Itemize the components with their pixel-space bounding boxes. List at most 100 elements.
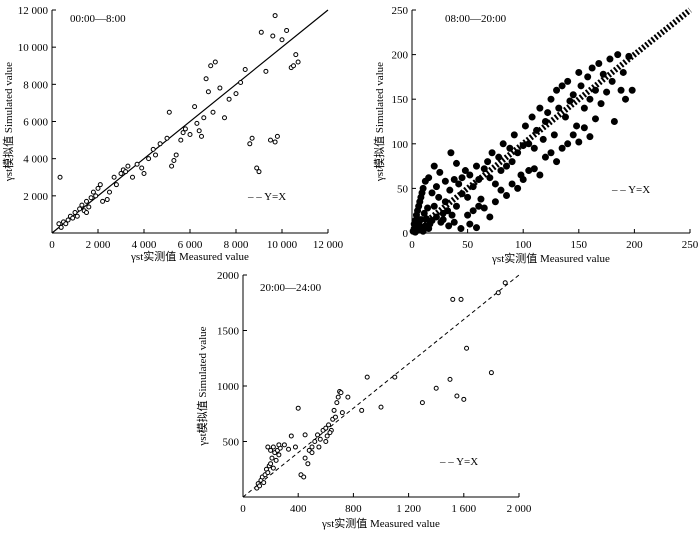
data-point <box>536 171 544 179</box>
data-point <box>575 138 583 146</box>
data-point <box>480 204 488 212</box>
data-point <box>499 140 507 148</box>
data-point <box>619 68 627 76</box>
data-point <box>530 144 538 152</box>
data-point <box>433 385 439 391</box>
data-point <box>118 171 124 177</box>
data-point <box>378 404 384 410</box>
data-point <box>488 149 496 157</box>
data-point <box>536 104 544 112</box>
data-point <box>268 461 274 467</box>
data-point <box>192 104 198 110</box>
data-point <box>561 113 569 121</box>
data-point <box>65 217 71 223</box>
x-tick-label: 800 <box>345 503 362 515</box>
data-point <box>324 433 330 439</box>
x-tick-label: 150 <box>571 239 588 251</box>
y-tick-label: 0 <box>403 228 409 240</box>
data-point <box>435 193 443 201</box>
data-point <box>450 218 458 226</box>
data-point <box>150 146 156 152</box>
data-point <box>187 132 193 138</box>
data-point <box>486 174 494 182</box>
data-point <box>575 68 583 76</box>
data-point <box>317 436 323 442</box>
data-point <box>530 165 538 173</box>
y-axis-title: γst模拟值 Simulated value <box>195 326 209 446</box>
data-point <box>247 141 253 147</box>
x-tick-label: 1 600 <box>451 503 476 515</box>
data-point <box>334 400 340 406</box>
y-tick-label: 250 <box>392 5 409 17</box>
panel-title: 20:00—24:00 <box>260 282 322 294</box>
data-point <box>95 185 101 191</box>
data-point <box>506 144 514 152</box>
data-point <box>519 175 527 183</box>
x-axis-title: γst实测值 Measured value <box>491 251 610 265</box>
data-point <box>84 210 89 216</box>
data-point <box>503 192 511 200</box>
data-point <box>364 374 370 380</box>
data-point <box>452 202 460 210</box>
data-point <box>284 27 290 33</box>
data-point <box>617 86 625 94</box>
data-point <box>584 73 592 81</box>
data-point <box>448 211 456 219</box>
data-point <box>332 414 338 420</box>
data-point <box>510 131 518 139</box>
data-point <box>491 180 499 188</box>
legend: – – Y=X <box>439 456 478 468</box>
data-point <box>265 444 271 450</box>
data-point <box>194 120 200 126</box>
y-tick-label: 2000 <box>217 270 240 282</box>
data-point <box>279 37 285 43</box>
data-point <box>249 135 255 141</box>
data-point <box>254 165 260 171</box>
data-point <box>495 290 501 296</box>
data-point <box>270 444 276 450</box>
x-tick-label: 0 <box>49 239 55 251</box>
data-point <box>591 86 599 94</box>
data-point <box>263 68 269 74</box>
data-point <box>447 149 455 157</box>
data-point <box>86 204 92 210</box>
data-point <box>625 52 633 60</box>
data-point <box>541 153 549 161</box>
data-point <box>464 211 472 219</box>
data-point <box>199 133 204 139</box>
data-point <box>196 128 202 134</box>
data-point <box>166 109 172 115</box>
data-point <box>302 455 308 461</box>
data-point <box>305 461 311 467</box>
data-point <box>97 182 103 188</box>
data-point <box>588 64 596 72</box>
data-point <box>547 95 555 103</box>
data-point <box>291 63 296 69</box>
data-point <box>205 89 211 95</box>
data-point <box>130 174 135 180</box>
data-point <box>464 345 470 351</box>
data-point <box>577 82 585 90</box>
data-point <box>286 446 292 452</box>
data-point <box>461 396 467 402</box>
data-point <box>477 195 485 203</box>
data-point <box>614 51 622 59</box>
legend: – – Y=X <box>247 191 286 203</box>
y-tick-label: 12 000 <box>18 5 49 17</box>
data-point <box>606 55 614 63</box>
data-point <box>595 60 603 68</box>
data-point <box>270 465 276 471</box>
data-point <box>180 130 186 136</box>
data-point <box>273 457 279 463</box>
y-tick-label: 4 000 <box>23 154 48 166</box>
x-tick-label: 6 000 <box>178 239 203 251</box>
data-point <box>553 158 561 166</box>
data-point <box>238 79 244 85</box>
data-point <box>113 182 119 188</box>
y-tick-label: 2 000 <box>23 191 48 203</box>
data-point <box>430 202 438 210</box>
data-point <box>257 483 263 489</box>
data-point <box>258 29 264 35</box>
data-point <box>72 210 78 216</box>
data-point <box>58 224 64 230</box>
